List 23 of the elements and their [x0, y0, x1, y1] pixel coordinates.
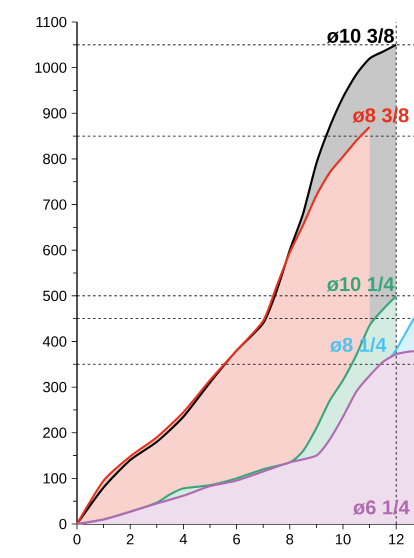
- x-tick-label: 6: [233, 534, 240, 544]
- y-tick-label: 1100: [36, 16, 66, 28]
- y-tick-label: 900: [43, 108, 66, 118]
- series-label: ø10 1/4: [326, 276, 394, 292]
- x-tick-label: 2: [126, 534, 134, 544]
- y-tick-label: 800: [43, 154, 66, 164]
- y-tick-label: 600: [43, 245, 66, 256]
- series-label: ø6 1/4: [353, 500, 410, 515]
- series-label: ø10 3/8: [326, 28, 394, 44]
- y-tick-label: 100: [44, 473, 66, 484]
- x-tick-label: 10: [336, 534, 351, 544]
- y-tick-label: 500: [43, 290, 66, 302]
- x-tick-label: 0: [73, 534, 80, 544]
- x-tick-label: 12: [389, 534, 404, 544]
- y-tick-label: 0: [59, 518, 66, 530]
- y-tick-label: 700: [43, 199, 66, 210]
- x-tick-label: 4: [180, 534, 188, 544]
- y-tick-label: 200: [43, 428, 66, 438]
- x-tick-label: 8: [286, 534, 294, 544]
- y-tick-label: 300: [43, 382, 66, 392]
- series-label: ø8 3/8: [352, 108, 409, 123]
- y-tick-label: 400: [42, 336, 66, 347]
- y-tick-label: 1000: [35, 62, 66, 73]
